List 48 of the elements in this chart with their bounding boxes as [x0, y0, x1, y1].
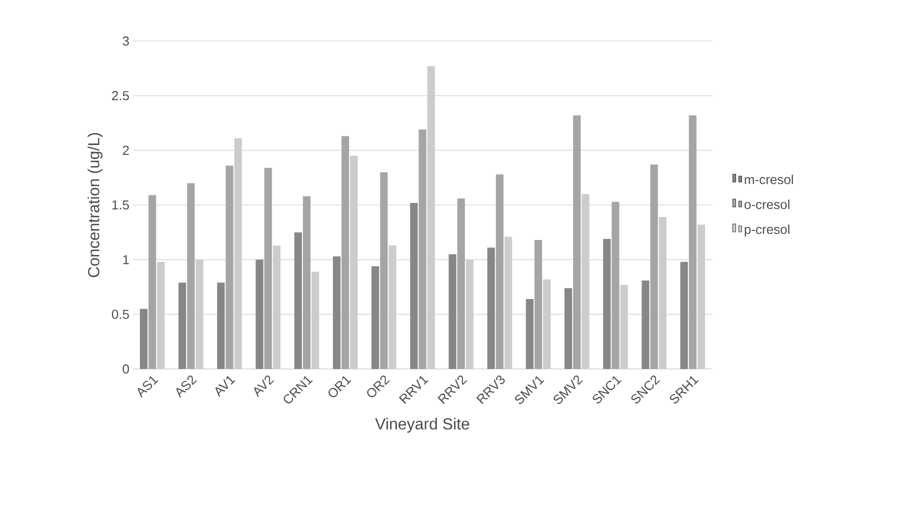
bar: [140, 308, 148, 369]
bar: [650, 164, 658, 369]
bar: [380, 172, 388, 369]
y-tick-label: 3: [122, 36, 129, 46]
y-tick-label: 2: [122, 146, 129, 155]
y-tick-label: 1.5: [112, 200, 129, 210]
x-tick-label: OR1: [328, 376, 352, 398]
x-tick-label: AV2: [254, 376, 274, 398]
x-tick-label: OR2: [367, 376, 390, 398]
bar: [332, 256, 340, 369]
legend-label: p-cresol: [744, 224, 790, 237]
bar: [564, 288, 572, 369]
x-axis-title: Vineyard Site: [375, 418, 470, 433]
bar: [573, 115, 581, 369]
bar: [603, 238, 611, 369]
bar: [178, 282, 186, 369]
bar: [680, 262, 688, 369]
bar: [418, 130, 426, 369]
x-tick-label: AV1: [215, 376, 236, 397]
bar: [294, 232, 302, 369]
bar: [372, 266, 380, 369]
bar: [410, 202, 418, 369]
bar: [148, 195, 156, 369]
bar: [256, 260, 264, 369]
bar: [448, 254, 456, 369]
y-tick-label: 2.5: [112, 91, 129, 100]
bar: [496, 174, 504, 369]
x-tick-label: AS2: [176, 376, 197, 398]
bar: [226, 166, 234, 369]
bar: [302, 196, 310, 369]
bar: [688, 115, 696, 369]
bar: [457, 198, 465, 369]
bar: [612, 202, 620, 369]
y-tick-label: 1: [123, 255, 129, 264]
bar: [187, 183, 195, 369]
y-tick-label: 0.5: [112, 310, 129, 319]
bar: [534, 240, 542, 369]
y-tick-label: 0: [122, 364, 129, 374]
bar: [526, 299, 534, 369]
bar: [487, 248, 495, 369]
bar: [264, 168, 272, 369]
y-axis-title: Concentration (ug/L): [88, 133, 103, 278]
bar: [642, 280, 650, 369]
legend-label: m-cresol: [744, 174, 793, 184]
bar: [217, 282, 225, 369]
bar: [342, 136, 350, 369]
legend-label: o-cresol: [744, 200, 790, 210]
x-tick-label: AS1: [138, 376, 158, 398]
